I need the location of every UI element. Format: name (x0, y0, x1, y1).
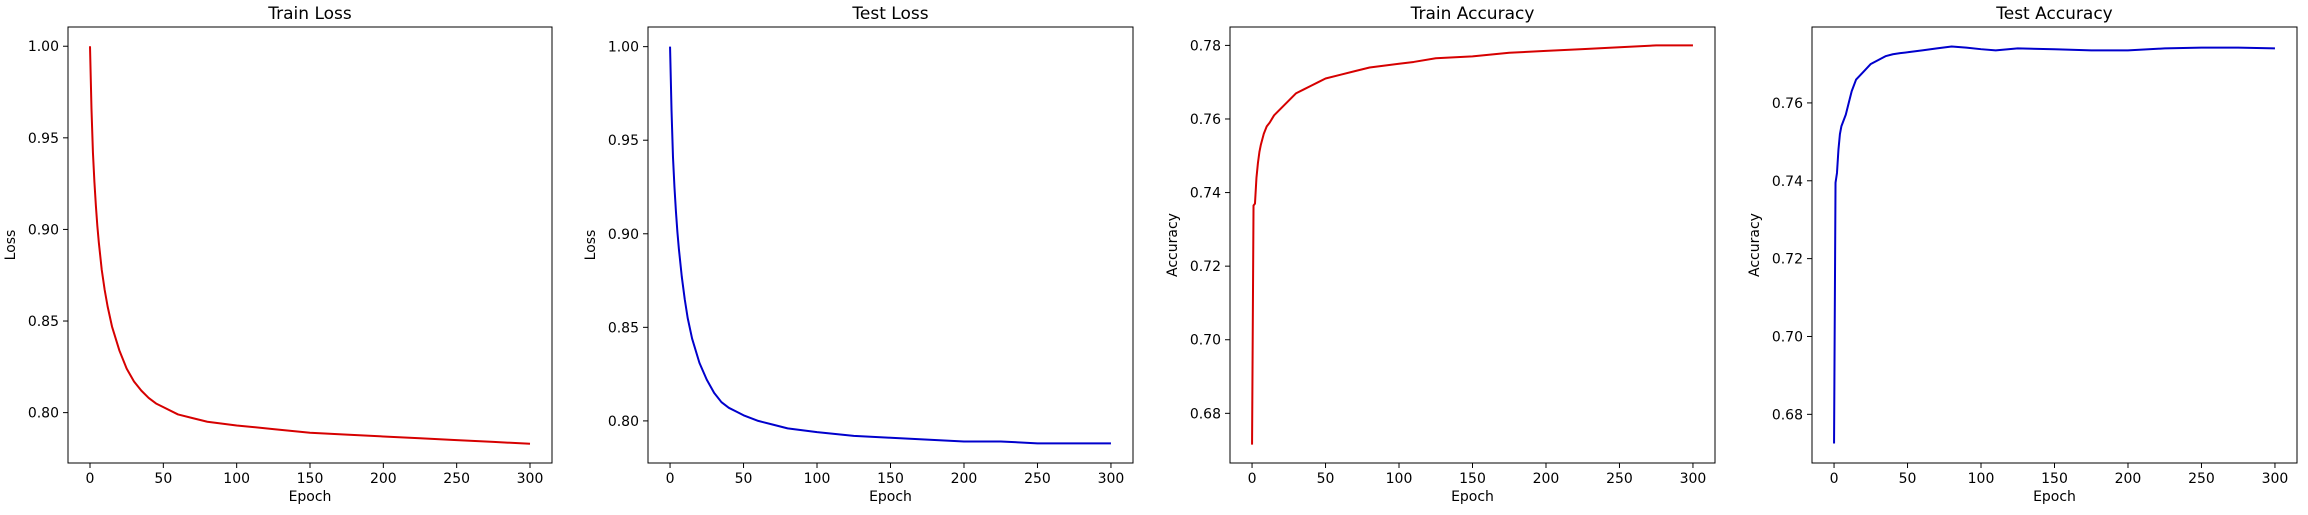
x-tick-label: 200 (370, 471, 397, 487)
y-tick-label: 0.68 (1772, 407, 1803, 423)
y-tick-label: 0.74 (1772, 174, 1803, 190)
x-tick-label: 100 (804, 471, 831, 487)
y-tick-label: 1.00 (608, 40, 639, 56)
chart-panel-4: 0 50 100 150 200 250 300 0.68 0.70 0.72 0.74 0.76 Te… (1747, 4, 2298, 505)
x-tick-label: 50 (1317, 471, 1335, 487)
x-tick-label: 150 (297, 471, 324, 487)
x-axis-label: Epoch (2033, 489, 2076, 505)
y-axis-label: Loss (583, 230, 599, 261)
y-tick-label: 0.70 (1772, 329, 1803, 345)
series-line (89, 46, 531, 445)
x-tick-label: 100 (1968, 471, 1995, 487)
x-tick-label: 250 (443, 471, 470, 487)
chart-panel-2: 0 50 100 150 200 250 300 0.80 0.85 0.90 0.95 1.00 Te… (583, 4, 1134, 505)
x-tick-label: 0 (666, 471, 675, 487)
x-tick-label: 200 (1533, 471, 1560, 487)
y-tick-label: 0.90 (608, 227, 639, 243)
x-axis-label: Epoch (1451, 489, 1494, 505)
y-tick-label: 0.70 (1190, 333, 1221, 349)
x-tick-label: 100 (1386, 471, 1413, 487)
chart-title: Test Accuracy (1995, 4, 2113, 24)
x-tick-label: 300 (1680, 471, 1707, 487)
x-tick-label: 300 (517, 471, 544, 487)
y-axis-label: Accuracy (1165, 213, 1181, 277)
y-tick-label: 0.74 (1190, 186, 1221, 202)
series-line (1251, 44, 1693, 445)
plot-frame (1811, 26, 2298, 464)
y-axis-label: Loss (3, 230, 19, 261)
y-tick-label: 0.95 (28, 131, 59, 147)
y-tick-label: 0.85 (608, 320, 639, 336)
x-tick-label: 200 (2115, 471, 2142, 487)
y-tick-label: 0.72 (1190, 259, 1221, 275)
x-tick-label: 250 (1606, 471, 1633, 487)
chart-panel-1: 0 50 100 150 200 250 300 0.80 0.85 0.90 0.95 1.00 Tr… (3, 4, 553, 505)
y-tick-label: 0.68 (1190, 406, 1221, 422)
plot-frame (67, 26, 553, 464)
x-tick-label: 0 (1830, 471, 1839, 487)
x-tick-label: 200 (951, 471, 978, 487)
chart-title: Train Loss (267, 4, 352, 24)
x-tick-label: 300 (2262, 471, 2289, 487)
x-tick-label: 50 (735, 471, 753, 487)
y-axis-label: Accuracy (1747, 213, 1763, 277)
y-tick-label: 0.90 (28, 222, 59, 238)
x-tick-label: 150 (1459, 471, 1486, 487)
x-tick-label: 250 (2188, 471, 2215, 487)
y-tick-label: 0.78 (1190, 38, 1221, 54)
y-tick-label: 0.76 (1772, 96, 1803, 112)
x-tick-label: 0 (86, 471, 95, 487)
x-axis-label: Epoch (869, 489, 912, 505)
x-tick-label: 150 (2041, 471, 2068, 487)
chart-title: Test Loss (851, 4, 928, 24)
chart-panel-3: 0 50 100 150 200 250 300 0.68 0.70 0.72 0.74 0.76 0.… (1165, 4, 1716, 505)
y-tick-label: 1.00 (28, 39, 59, 55)
x-tick-label: 0 (1248, 471, 1257, 487)
y-tick-label: 0.72 (1772, 252, 1803, 268)
series-line (1833, 45, 2275, 444)
chart-title: Train Accuracy (1410, 4, 1535, 24)
x-tick-label: 150 (877, 471, 904, 487)
x-axis-label: Epoch (289, 489, 332, 505)
series-line (669, 46, 1111, 445)
plot-frame (647, 26, 1134, 464)
y-tick-label: 0.85 (28, 314, 59, 330)
x-tick-label: 250 (1024, 471, 1051, 487)
x-tick-label: 300 (1098, 471, 1125, 487)
x-tick-label: 50 (1899, 471, 1917, 487)
y-tick-label: 0.80 (608, 414, 639, 430)
plot-frame (1229, 26, 1716, 464)
x-tick-label: 50 (154, 471, 172, 487)
y-tick-label: 0.76 (1190, 112, 1221, 128)
y-tick-label: 0.95 (608, 133, 639, 149)
y-tick-label: 0.80 (28, 406, 59, 422)
x-tick-label: 100 (223, 471, 250, 487)
